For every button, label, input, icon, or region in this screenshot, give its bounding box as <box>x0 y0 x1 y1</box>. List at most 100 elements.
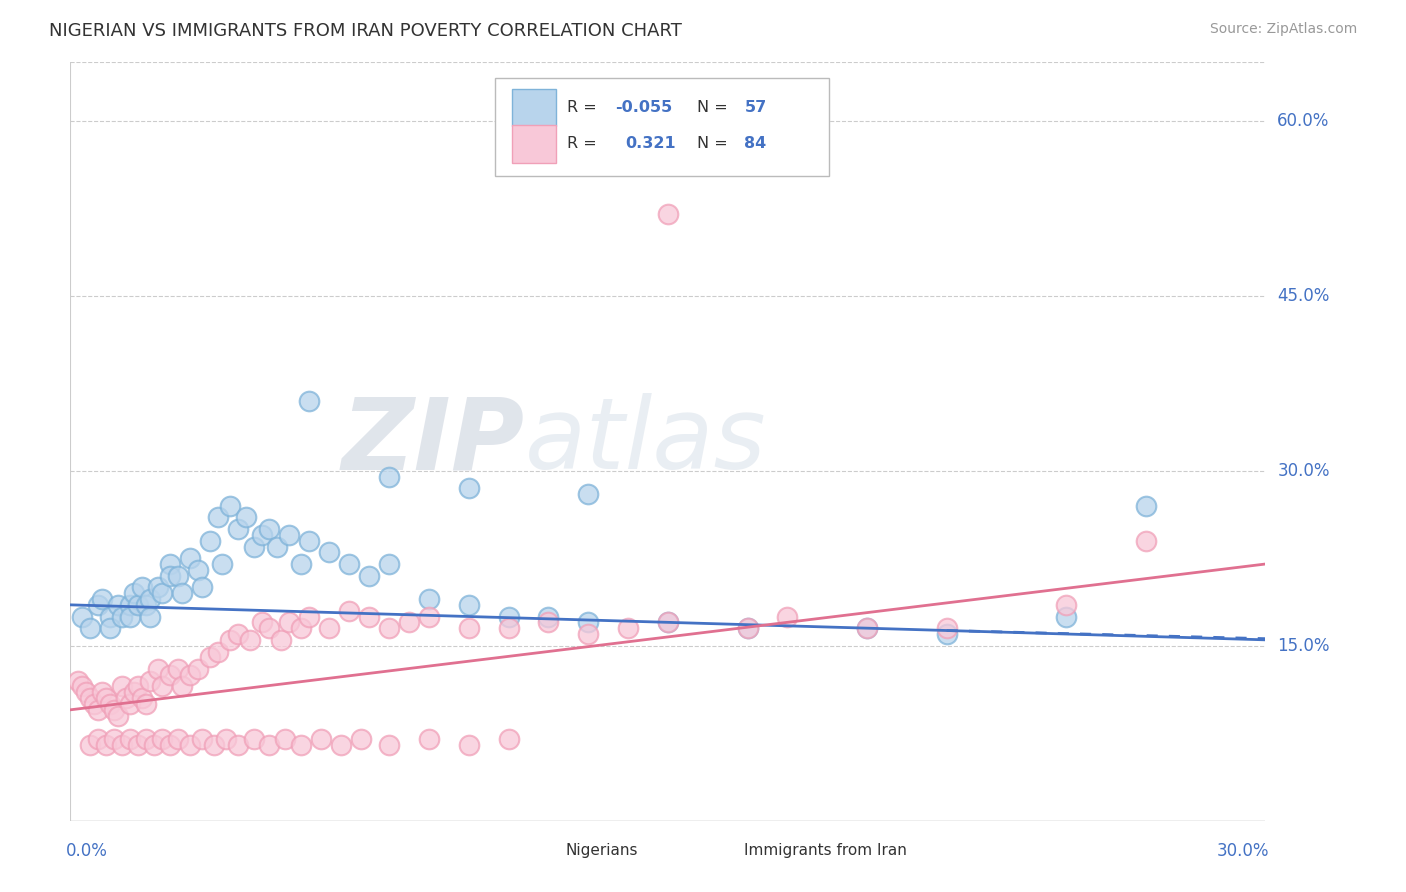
Point <box>378 469 401 483</box>
Point <box>266 540 288 554</box>
Point <box>70 680 93 694</box>
Point <box>159 668 181 682</box>
Point <box>159 557 181 571</box>
Point <box>211 557 233 571</box>
Point <box>856 621 879 635</box>
Text: 30.0%: 30.0% <box>1216 842 1270 860</box>
Point <box>737 621 759 635</box>
Point <box>115 691 138 706</box>
Point <box>146 662 169 676</box>
Point <box>135 598 157 612</box>
Point <box>87 703 110 717</box>
Point <box>191 731 214 746</box>
Point <box>75 685 97 699</box>
Point <box>350 731 373 746</box>
Point <box>98 609 121 624</box>
Point <box>259 522 281 536</box>
Point <box>79 621 101 635</box>
Point <box>150 586 173 600</box>
Point <box>111 738 134 752</box>
Point <box>418 731 440 746</box>
Point <box>274 731 297 746</box>
Point <box>239 632 262 647</box>
Point <box>311 731 333 746</box>
Point <box>398 615 420 630</box>
Point <box>318 621 340 635</box>
Point <box>122 685 145 699</box>
Point <box>290 557 312 571</box>
Point <box>207 644 229 658</box>
Point <box>278 615 301 630</box>
Point <box>457 481 479 495</box>
Point <box>576 615 599 630</box>
Point <box>935 627 957 641</box>
Point <box>146 580 169 594</box>
Point <box>657 615 679 630</box>
Point <box>226 738 249 752</box>
Point <box>131 580 153 594</box>
Point <box>96 691 117 706</box>
Point <box>498 731 520 746</box>
Point <box>1054 609 1077 624</box>
Text: 60.0%: 60.0% <box>1278 112 1330 129</box>
Point <box>79 691 101 706</box>
Point <box>167 568 190 582</box>
Point <box>150 731 173 746</box>
Point <box>242 731 264 746</box>
Text: -0.055: -0.055 <box>616 100 672 115</box>
Text: NIGERIAN VS IMMIGRANTS FROM IRAN POVERTY CORRELATION CHART: NIGERIAN VS IMMIGRANTS FROM IRAN POVERTY… <box>49 22 682 40</box>
Point <box>218 632 240 647</box>
Point <box>250 528 273 542</box>
Point <box>187 563 209 577</box>
Point <box>127 598 149 612</box>
Text: 57: 57 <box>744 100 766 115</box>
Point <box>378 557 401 571</box>
FancyBboxPatch shape <box>513 126 555 162</box>
Point <box>657 207 679 221</box>
Point <box>498 609 520 624</box>
Point <box>170 680 193 694</box>
Point <box>202 738 225 752</box>
Point <box>270 632 292 647</box>
Text: 0.0%: 0.0% <box>66 842 108 860</box>
Point <box>167 731 190 746</box>
Point <box>337 604 360 618</box>
Point <box>120 609 141 624</box>
Point <box>290 621 312 635</box>
Point <box>159 738 181 752</box>
Point <box>330 738 353 752</box>
Point <box>418 592 440 607</box>
Point <box>537 615 560 630</box>
Text: atlas: atlas <box>524 393 766 490</box>
Point <box>359 568 381 582</box>
Point <box>576 487 599 501</box>
Point <box>498 621 520 635</box>
Point <box>150 680 173 694</box>
Text: 0.321: 0.321 <box>624 136 675 152</box>
Point <box>167 662 190 676</box>
Point <box>91 685 114 699</box>
Point <box>170 586 193 600</box>
Point <box>111 680 134 694</box>
Text: 15.0%: 15.0% <box>1278 637 1330 655</box>
Point <box>259 621 281 635</box>
Point <box>298 393 321 408</box>
Point <box>218 499 240 513</box>
FancyBboxPatch shape <box>702 837 740 863</box>
Point <box>657 615 679 630</box>
Point <box>198 533 221 548</box>
Point <box>107 598 129 612</box>
Point <box>91 592 114 607</box>
FancyBboxPatch shape <box>513 89 555 126</box>
Point <box>1135 499 1157 513</box>
Point <box>120 598 141 612</box>
Point <box>120 697 141 711</box>
Point <box>298 533 321 548</box>
Point <box>96 738 117 752</box>
Point <box>120 731 141 746</box>
Point <box>179 668 201 682</box>
Point <box>207 510 229 524</box>
Point <box>418 609 440 624</box>
Point <box>98 621 121 635</box>
Point <box>457 621 479 635</box>
